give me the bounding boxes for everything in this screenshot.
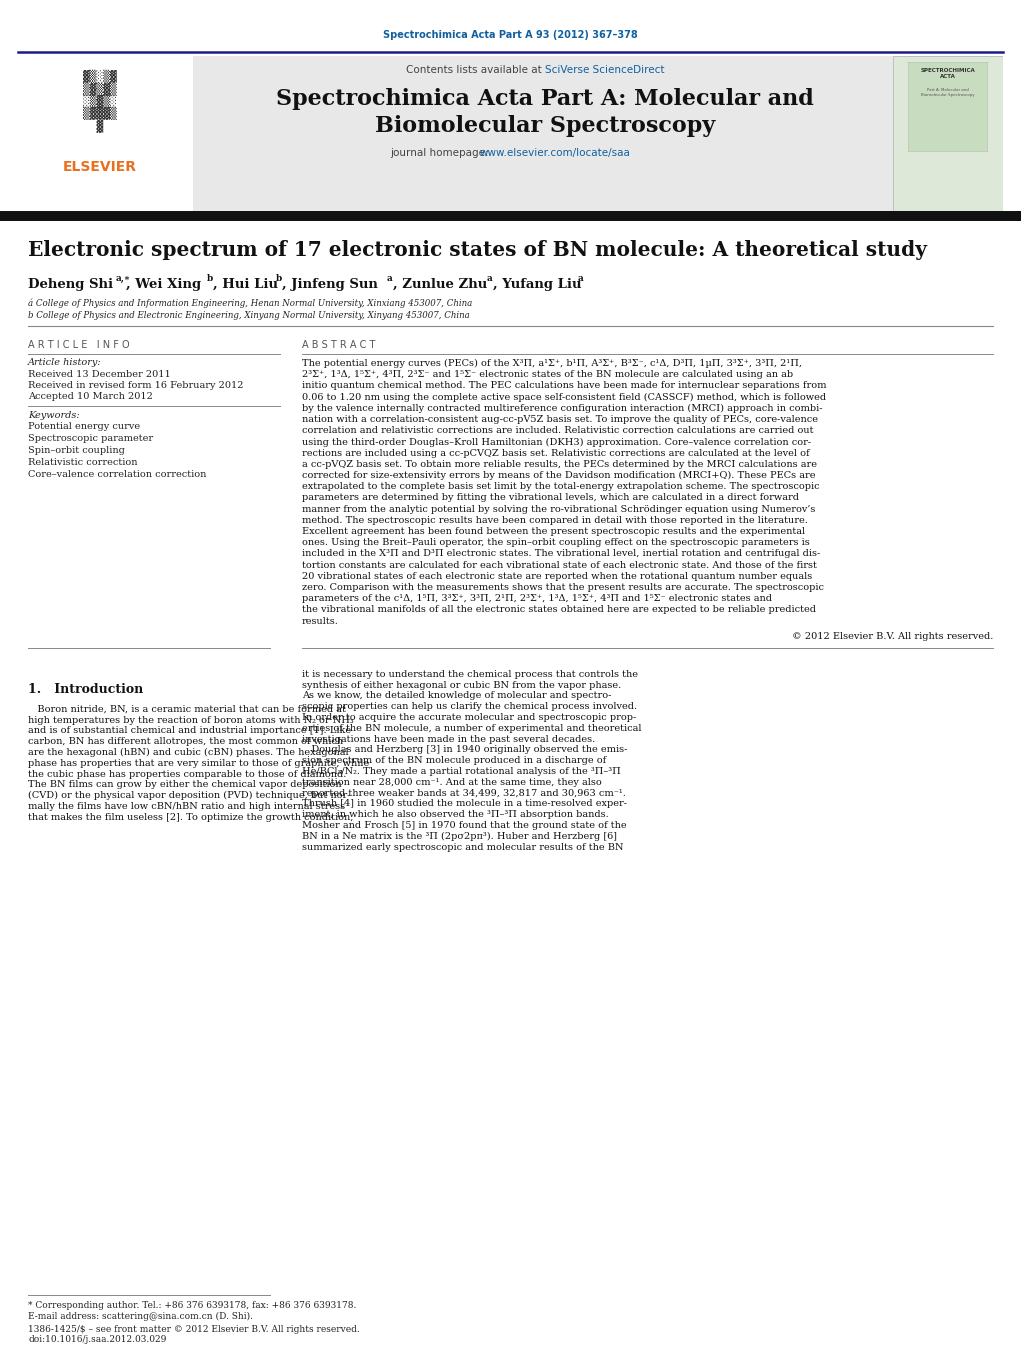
Text: the vibrational manifolds of all the electronic states obtained here are expecte: the vibrational manifolds of all the ele… — [302, 605, 816, 615]
Text: 1386-1425/$ – see front matter © 2012 Elsevier B.V. All rights reserved.: 1386-1425/$ – see front matter © 2012 El… — [28, 1325, 359, 1333]
Text: using the third-order Douglas–Kroll Hamiltonian (DKH3) approximation. Core–valen: using the third-order Douglas–Kroll Hami… — [302, 438, 811, 447]
Text: Spectrochimica Acta Part A 93 (2012) 367–378: Spectrochimica Acta Part A 93 (2012) 367… — [383, 30, 637, 41]
Text: ones. Using the Breit–Pauli operator, the spin–orbit coupling effect on the spec: ones. Using the Breit–Pauli operator, th… — [302, 538, 810, 547]
Text: 1.   Introduction: 1. Introduction — [28, 682, 143, 696]
Text: Core–valence correlation correction: Core–valence correlation correction — [28, 470, 206, 480]
Text: included in the X³Π and D³Π electronic states. The vibrational level, inertial r: included in the X³Π and D³Π electronic s… — [302, 550, 820, 558]
Text: corrected for size-extensivity errors by means of the Davidson modification (MRC: corrected for size-extensivity errors by… — [302, 471, 816, 480]
Text: Relativistic correction: Relativistic correction — [28, 458, 138, 467]
Text: © 2012 Elsevier B.V. All rights reserved.: © 2012 Elsevier B.V. All rights reserved… — [791, 632, 993, 640]
Text: Spectroscopic parameter: Spectroscopic parameter — [28, 434, 153, 443]
Text: , Jinfeng Sun: , Jinfeng Sun — [282, 278, 378, 290]
Text: Douglas and Herzberg [3] in 1940 originally observed the emis-: Douglas and Herzberg [3] in 1940 origina… — [302, 746, 627, 754]
Text: by the valence internally contracted multireference configuration interaction (M: by the valence internally contracted mul… — [302, 404, 823, 413]
Text: , Hui Liu: , Hui Liu — [213, 278, 278, 290]
Text: Received 13 December 2011: Received 13 December 2011 — [28, 370, 171, 380]
Text: Potential energy curve: Potential energy curve — [28, 422, 140, 431]
Text: iment, in which he also observed the ³Π–³Π absorption bands.: iment, in which he also observed the ³Π–… — [302, 811, 609, 819]
Text: 20 vibrational states of each electronic state are reported when the rotational : 20 vibrational states of each electronic… — [302, 571, 813, 581]
Text: phase has properties that are very similar to those of graphite, while: phase has properties that are very simil… — [28, 759, 370, 767]
Text: parameters are determined by fitting the vibrational levels, which are calculate: parameters are determined by fitting the… — [302, 493, 799, 503]
Text: and is of substantial chemical and industrial importance [1]. Like: and is of substantial chemical and indus… — [28, 727, 351, 735]
Text: Keywords:: Keywords: — [28, 411, 80, 420]
Text: Spin–orbit coupling: Spin–orbit coupling — [28, 446, 125, 455]
Text: E-mail address: scattering@sina.com.cn (D. Shi).: E-mail address: scattering@sina.com.cn (… — [28, 1312, 253, 1321]
Text: b College of Physics and Electronic Engineering, Xinyang Normal University, Xiny: b College of Physics and Electronic Engi… — [28, 311, 470, 320]
Text: Boron nitride, BN, is a ceramic material that can be formed at: Boron nitride, BN, is a ceramic material… — [28, 705, 346, 713]
Text: summarized early spectroscopic and molecular results of the BN: summarized early spectroscopic and molec… — [302, 843, 624, 851]
Text: investigations have been made in the past several decades.: investigations have been made in the pas… — [302, 735, 595, 743]
Text: scopic properties can help us clarify the chemical process involved.: scopic properties can help us clarify th… — [302, 703, 637, 711]
Text: A B S T R A C T: A B S T R A C T — [302, 340, 376, 350]
Text: * Corresponding author. Tel.: +86 376 6393178, fax: +86 376 6393178.: * Corresponding author. Tel.: +86 376 63… — [28, 1301, 356, 1310]
Text: manner from the analytic potential by solving the ro-vibrational Schrödinger equ: manner from the analytic potential by so… — [302, 505, 816, 513]
Text: rections are included using a cc-pCVQZ basis set. Relativistic corrections are c: rections are included using a cc-pCVQZ b… — [302, 449, 810, 458]
Text: He/BCl₃/N₂. They made a partial rotational analysis of the ³Π–³Π: He/BCl₃/N₂. They made a partial rotation… — [302, 767, 621, 775]
Text: results.: results. — [302, 616, 339, 626]
Text: nation with a correlation-consistent aug-cc-pV5Z basis set. To improve the quali: nation with a correlation-consistent aug… — [302, 415, 818, 424]
Text: Received in revised form 16 February 2012: Received in revised form 16 February 201… — [28, 381, 243, 390]
Text: BN in a Ne matrix is the ³Π (2pσ2pπ³). Huber and Herzberg [6]: BN in a Ne matrix is the ³Π (2pσ2pπ³). H… — [302, 832, 617, 840]
Text: b: b — [207, 274, 213, 282]
Text: mally the films have low cBN/hBN ratio and high internal stress: mally the films have low cBN/hBN ratio a… — [28, 802, 345, 811]
Text: reported three weaker bands at 34,499, 32,817 and 30,963 cm⁻¹.: reported three weaker bands at 34,499, 3… — [302, 789, 626, 797]
Text: Part A: Molecular and
Biomolecular Spectroscopy: Part A: Molecular and Biomolecular Spect… — [921, 88, 975, 97]
Text: , Wei Xing: , Wei Xing — [126, 278, 201, 290]
Text: www.elsevier.com/locate/saa: www.elsevier.com/locate/saa — [480, 149, 631, 158]
Text: ELSEVIER: ELSEVIER — [63, 159, 137, 174]
Text: A R T I C L E   I N F O: A R T I C L E I N F O — [28, 340, 130, 350]
Text: parameters of the c¹Δ, 1⁵Π, 3³Σ⁺, 3³Π, 2¹Π, 2³Σ⁺, 1³Δ, 1⁵Σ⁺, 4³Π and 1⁵Σ⁻ electr: parameters of the c¹Δ, 1⁵Π, 3³Σ⁺, 3³Π, 2… — [302, 594, 772, 603]
Text: erties of the BN molecule, a number of experimental and theoretical: erties of the BN molecule, a number of e… — [302, 724, 641, 732]
Text: doi:10.1016/j.saa.2012.03.029: doi:10.1016/j.saa.2012.03.029 — [28, 1335, 166, 1344]
Text: In order to acquire the accurate molecular and spectroscopic prop-: In order to acquire the accurate molecul… — [302, 713, 636, 721]
Text: extrapolated to the complete basis set limit by the total-energy extrapolation s: extrapolated to the complete basis set l… — [302, 482, 820, 492]
Text: a: a — [487, 274, 493, 282]
Text: SciVerse ScienceDirect: SciVerse ScienceDirect — [545, 65, 665, 76]
Text: a: a — [387, 274, 393, 282]
Text: 0.06 to 1.20 nm using the complete active space self-consistent field (CASSCF) m: 0.06 to 1.20 nm using the complete activ… — [302, 393, 826, 401]
Text: a cc-pVQZ basis set. To obtain more reliable results, the PECs determined by the: a cc-pVQZ basis set. To obtain more reli… — [302, 459, 817, 469]
Text: , Zunlue Zhu: , Zunlue Zhu — [393, 278, 487, 290]
Text: carbon, BN has different allotropes, the most common of which: carbon, BN has different allotropes, the… — [28, 738, 343, 746]
Text: Biomolecular Spectroscopy: Biomolecular Spectroscopy — [375, 115, 715, 136]
Text: transition near 28,000 cm⁻¹. And at the same time, they also: transition near 28,000 cm⁻¹. And at the … — [302, 778, 601, 786]
Text: zero. Comparison with the measurements shows that the present results are accura: zero. Comparison with the measurements s… — [302, 584, 824, 592]
Text: b: b — [276, 274, 282, 282]
Text: sion spectrum of the BN molecule produced in a discharge of: sion spectrum of the BN molecule produce… — [302, 757, 606, 765]
Text: Thrush [4] in 1960 studied the molecule in a time-resolved exper-: Thrush [4] in 1960 studied the molecule … — [302, 800, 627, 808]
Text: the cubic phase has properties comparable to those of diamond.: the cubic phase has properties comparabl… — [28, 770, 346, 778]
Text: The BN films can grow by either the chemical vapor deposition: The BN films can grow by either the chem… — [28, 781, 342, 789]
Text: ▓▒░▒▓
▒▓▒▓▒
░▒▓▒░
▒▓▓▓▒
  ▓: ▓▒░▒▓ ▒▓▒▓▒ ░▒▓▒░ ▒▓▓▓▒ ▓ — [83, 70, 116, 132]
Text: , Yufang Liu: , Yufang Liu — [493, 278, 582, 290]
Text: Spectrochimica Acta Part A: Molecular and: Spectrochimica Acta Part A: Molecular an… — [276, 88, 814, 109]
Text: The potential energy curves (PECs) of the X³Π, a¹Σ⁺, b¹Π, A³Σ⁺, B³Σ⁻, c¹Δ, D³Π, : The potential energy curves (PECs) of th… — [302, 359, 803, 367]
Text: Contents lists available at: Contents lists available at — [406, 65, 545, 76]
Text: Electronic spectrum of 17 electronic states of BN molecule: A theoretical study: Electronic spectrum of 17 electronic sta… — [28, 240, 927, 259]
Text: a: a — [578, 274, 584, 282]
Text: correlation and relativistic corrections are included. Relativistic correction c: correlation and relativistic corrections… — [302, 426, 814, 435]
Text: Mosher and Frosch [5] in 1970 found that the ground state of the: Mosher and Frosch [5] in 1970 found that… — [302, 821, 627, 830]
Text: á College of Physics and Information Engineering, Henan Normal University, Xinxi: á College of Physics and Information Eng… — [28, 299, 473, 308]
Text: a,∗: a,∗ — [116, 274, 131, 282]
Text: 2³Σ⁺, 1³Δ, 1⁵Σ⁺, 4³Π, 2³Σ⁻ and 1⁵Σ⁻ electronic states of the BN molecule are cal: 2³Σ⁺, 1³Δ, 1⁵Σ⁺, 4³Π, 2³Σ⁻ and 1⁵Σ⁻ elec… — [302, 370, 793, 380]
Text: Deheng Shi: Deheng Shi — [28, 278, 113, 290]
Text: it is necessary to understand the chemical process that controls the: it is necessary to understand the chemic… — [302, 670, 638, 678]
Text: SPECTROCHIMICA
ACTA: SPECTROCHIMICA ACTA — [921, 68, 975, 78]
Text: As we know, the detailed knowledge of molecular and spectro-: As we know, the detailed knowledge of mo… — [302, 692, 612, 700]
Text: method. The spectroscopic results have been compared in detail with those report: method. The spectroscopic results have b… — [302, 516, 808, 524]
Text: that makes the film useless [2]. To optimize the growth condition,: that makes the film useless [2]. To opti… — [28, 813, 353, 821]
Text: are the hexagonal (hBN) and cubic (cBN) phases. The hexagonal: are the hexagonal (hBN) and cubic (cBN) … — [28, 748, 348, 757]
Text: high temperatures by the reaction of boron atoms with N₂ or NH₃: high temperatures by the reaction of bor… — [28, 716, 353, 724]
Text: Article history:: Article history: — [28, 358, 102, 367]
Text: journal homepage:: journal homepage: — [390, 149, 492, 158]
Text: tortion constants are calculated for each vibrational state of each electronic s: tortion constants are calculated for eac… — [302, 561, 817, 570]
Text: Accepted 10 March 2012: Accepted 10 March 2012 — [28, 392, 153, 401]
Text: initio quantum chemical method. The PEC calculations have been made for internuc: initio quantum chemical method. The PEC … — [302, 381, 827, 390]
Text: Excellent agreement has been found between the present spectroscopic results and: Excellent agreement has been found betwe… — [302, 527, 806, 536]
Text: (CVD) or the physical vapor deposition (PVD) technique, but nor-: (CVD) or the physical vapor deposition (… — [28, 792, 350, 800]
Text: synthesis of either hexagonal or cubic BN from the vapor phase.: synthesis of either hexagonal or cubic B… — [302, 681, 621, 689]
